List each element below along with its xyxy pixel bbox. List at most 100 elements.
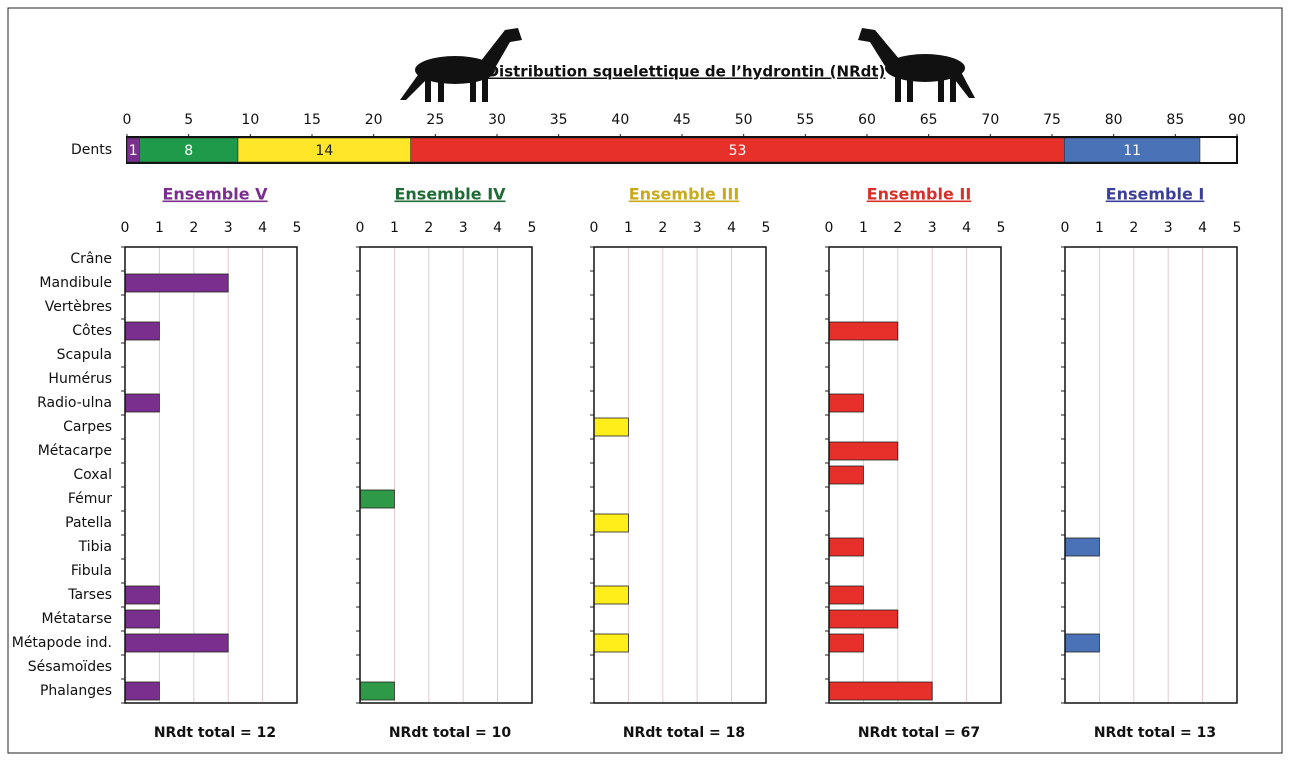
x-tick-label: 1 (859, 220, 868, 236)
category-label: Dents (71, 142, 112, 158)
annotation: NRdt total = 13 (1094, 725, 1216, 741)
x-tick-label: 35 (550, 112, 568, 128)
x-tick-label: 60 (858, 112, 876, 128)
y-tick-label: Carpes (63, 419, 112, 435)
bar (124, 585, 160, 605)
x-tick-label: 0 (1061, 220, 1070, 236)
annotation: NRdt total = 10 (389, 725, 512, 741)
bar (828, 393, 864, 413)
x-tick-label: 2 (424, 220, 433, 236)
x-tick-label: 1 (155, 220, 164, 236)
x-tick-label: 20 (365, 112, 383, 128)
bar (124, 633, 229, 653)
x-tick-label: 4 (1198, 220, 1207, 236)
x-tick-label: 0 (121, 220, 130, 236)
x-tick-label: 65 (920, 112, 938, 128)
x-tick-label: 80 (1105, 112, 1123, 128)
chart-title: Distribution squelettique de l’hydrontin… (487, 63, 886, 81)
x-tick-label: 2 (1129, 220, 1138, 236)
value-label: 53 (729, 143, 747, 159)
x-tick-label: 0 (123, 112, 132, 128)
bar (593, 633, 629, 653)
bar (593, 417, 629, 437)
x-tick-label: 2 (658, 220, 667, 236)
bar (828, 441, 899, 461)
y-tick-label: Côtes (72, 323, 112, 339)
x-tick-label: 4 (258, 220, 267, 236)
bar (124, 681, 160, 701)
panel: Ensemble IV 0 1 2 3 4 5 NRdt total = 10 (356, 185, 537, 742)
panel: Ensemble III 0 1 2 3 4 5 NRdt total = 18 (590, 185, 771, 742)
bar (359, 681, 395, 701)
y-tick-label: Radio-ulna (37, 395, 112, 411)
annotation: NRdt total = 12 (154, 725, 276, 741)
x-tick-label: 45 (673, 112, 691, 128)
x-tick-label: 4 (962, 220, 971, 236)
x-tick-label: 55 (796, 112, 814, 128)
x-tick-label: 5 (997, 220, 1006, 236)
bar (124, 321, 160, 341)
x-tick-label: 85 (1166, 112, 1184, 128)
x-tick-label: 25 (426, 112, 444, 128)
x-tick-label: 70 (981, 112, 999, 128)
y-tick-label: Tarses (67, 587, 112, 603)
bar (828, 465, 864, 485)
value-label: 1 (129, 143, 138, 159)
bar (124, 393, 160, 413)
bar (828, 585, 864, 605)
x-tick-label: 0 (825, 220, 834, 236)
plot-frame (124, 246, 298, 704)
bar (828, 681, 933, 701)
value-label: 14 (315, 143, 333, 159)
bar (1064, 633, 1100, 653)
value-label: 8 (184, 143, 193, 159)
bar (828, 609, 899, 629)
x-tick-label: 50 (735, 112, 753, 128)
plot-frame (359, 246, 533, 704)
plot-frame (1064, 246, 1238, 704)
x-tick-label: 1 (390, 220, 399, 236)
x-tick-label: 3 (928, 220, 937, 236)
panel: Ensemble II 0 1 2 3 4 5 NRdt total = 67 (825, 185, 1006, 742)
x-tick-label: 0 (590, 220, 599, 236)
x-tick-label: 1 (1095, 220, 1104, 236)
x-tick-label: 1 (624, 220, 633, 236)
x-tick-label: 5 (528, 220, 537, 236)
bar-segment (1064, 137, 1201, 163)
x-tick-label: 2 (893, 220, 902, 236)
panel: Ensemble V 0 1 2 3 4 5 NRdt total = 12 (121, 185, 302, 742)
x-tick-label: 5 (1233, 220, 1242, 236)
x-tick-label: 75 (1043, 112, 1061, 128)
bar (593, 513, 629, 533)
y-tick-label: Crâne (70, 251, 112, 267)
bar (124, 609, 160, 629)
y-tick-label: Phalanges (40, 683, 112, 699)
y-tick-label: Métacarpe (38, 443, 112, 459)
bar (828, 321, 899, 341)
x-tick-label: 5 (184, 112, 193, 128)
x-tick-label: 5 (293, 220, 302, 236)
annotation: NRdt total = 18 (623, 725, 745, 741)
y-tick-label: Mandibule (39, 275, 112, 291)
x-tick-label: 3 (1164, 220, 1173, 236)
value-label: 11 (1123, 143, 1141, 159)
x-tick-label: 2 (189, 220, 198, 236)
bar (828, 537, 864, 557)
x-tick-label: 4 (493, 220, 502, 236)
plot-frame (593, 246, 767, 704)
y-tick-label: Patella (65, 515, 112, 531)
bar (1064, 537, 1100, 557)
y-tick-label: Fibula (71, 563, 112, 579)
x-tick-label: 30 (488, 112, 506, 128)
bar (593, 585, 629, 605)
bar (828, 633, 864, 653)
annotation: NRdt total = 67 (858, 725, 980, 741)
frame (7, 7, 1283, 754)
x-tick-label: 15 (303, 112, 321, 128)
x-tick-label: 4 (727, 220, 736, 236)
x-tick-label: 10 (241, 112, 259, 128)
x-tick-label: 5 (762, 220, 771, 236)
y-tick-label: Tibia (78, 539, 112, 555)
